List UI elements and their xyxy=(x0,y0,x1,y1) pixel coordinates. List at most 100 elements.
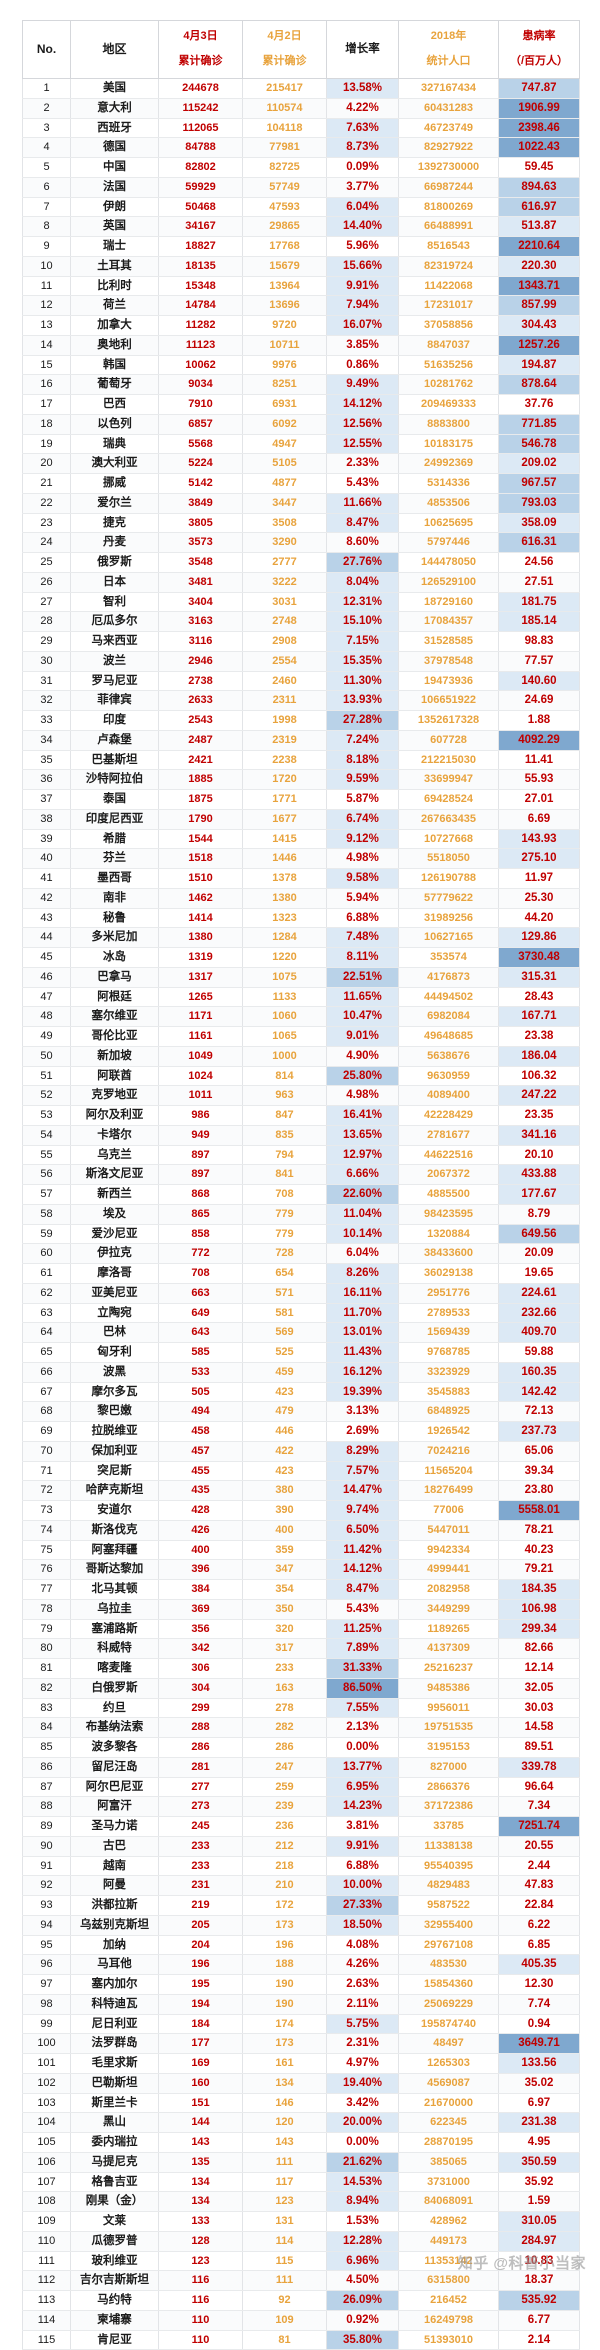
cell-confirmed-apr3: 219 xyxy=(158,1895,243,1916)
cell-confirmed-apr3: 585 xyxy=(158,1342,243,1363)
cell-growth-rate: 13.65% xyxy=(326,1124,399,1146)
cell-no: 76 xyxy=(22,1559,71,1580)
table-row: 46 巴拿马 1317 1075 22.51% 4176873 315.31 xyxy=(22,966,580,988)
table-row: 37 泰国 1875 1771 5.87% 69428524 27.01 xyxy=(22,789,580,810)
cell-population: 2067372 xyxy=(398,1164,499,1185)
table-row: 86 留尼汪岛 281 247 13.77% 827000 339.78 xyxy=(22,1756,580,1778)
cell-population: 6315800 xyxy=(398,2270,499,2291)
table-row: 79 塞浦路斯 356 320 11.25% 1189265 299.34 xyxy=(22,1618,580,1640)
cell-confirmed-apr3: 1790 xyxy=(158,808,243,830)
cell-confirmed-apr3: 115242 xyxy=(158,97,243,119)
table-row: 31 罗马尼亚 2738 2460 11.30% 19473936 140.60 xyxy=(22,670,580,692)
cell-prevalence: 106.32 xyxy=(498,1065,580,1087)
cell-growth-rate: 7.55% xyxy=(326,1697,399,1719)
cell-no: 61 xyxy=(22,1263,71,1284)
cell-confirmed-apr3: 204 xyxy=(158,1934,243,1956)
cell-population: 2789533 xyxy=(398,1302,499,1324)
cell-no: 87 xyxy=(22,1776,71,1798)
cell-growth-rate: 21.62% xyxy=(326,2151,399,2173)
cell-region: 希腊 xyxy=(70,828,159,850)
cell-population: 327167434 xyxy=(398,78,499,99)
cell-confirmed-apr3: 277 xyxy=(158,1776,243,1798)
cell-prevalence: 7251.74 xyxy=(498,1816,580,1837)
cell-region: 日本 xyxy=(70,571,159,593)
cell-growth-rate: 22.60% xyxy=(326,1184,399,1205)
cell-population: 18276499 xyxy=(398,1480,499,1501)
cell-prevalence: 27.51 xyxy=(498,571,580,593)
cell-confirmed-apr2: 81 xyxy=(242,2329,327,2350)
cell-growth-rate: 5.43% xyxy=(326,1598,399,1620)
cell-confirmed-apr3: 18135 xyxy=(158,255,243,277)
cell-region: 委内瑞拉 xyxy=(70,2132,159,2153)
cell-confirmed-apr3: 195 xyxy=(158,1974,243,1995)
table-row: 39 希腊 1544 1415 9.12% 10727668 143.93 xyxy=(22,828,580,850)
column-header-confirmed-apr2: 4月2日 累计确诊 xyxy=(242,20,327,79)
cell-population: 385065 xyxy=(398,2151,499,2173)
cell-population: 37058856 xyxy=(398,315,499,336)
cell-confirmed-apr3: 3163 xyxy=(158,611,243,632)
cell-confirmed-apr3: 369 xyxy=(158,1598,243,1620)
cell-growth-rate: 7.48% xyxy=(326,927,399,948)
cell-confirmed-apr3: 15348 xyxy=(158,275,243,297)
table-row: 96 马耳他 196 188 4.26% 483530 405.35 xyxy=(22,1954,580,1975)
table-row: 22 爱尔兰 3849 3447 11.66% 4853506 793.03 xyxy=(22,492,580,514)
cell-prevalence: 747.87 xyxy=(498,78,580,99)
cell-no: 7 xyxy=(22,196,71,218)
cell-region: 乌克兰 xyxy=(70,1144,159,1166)
cell-confirmed-apr2: 146 xyxy=(242,2092,327,2114)
cell-confirmed-apr3: 435 xyxy=(158,1480,243,1501)
cell-confirmed-apr2: 3222 xyxy=(242,571,327,593)
cell-confirmed-apr2: 1220 xyxy=(242,947,327,968)
cell-population: 3323929 xyxy=(398,1361,499,1383)
table-row: 69 拉脱维亚 458 446 2.69% 1926542 237.73 xyxy=(22,1421,580,1442)
cell-prevalence: 284.97 xyxy=(498,2230,580,2252)
cell-growth-rate: 11.43% xyxy=(326,1342,399,1363)
cell-prevalence: 6.77 xyxy=(498,2309,580,2331)
cell-confirmed-apr2: 77981 xyxy=(242,137,327,158)
cell-confirmed-apr3: 858 xyxy=(158,1223,243,1245)
cell-prevalence: 82.66 xyxy=(498,1638,580,1659)
cell-population: 82927922 xyxy=(398,137,499,158)
cell-region: 法罗群岛 xyxy=(70,2033,159,2054)
cell-region: 西班牙 xyxy=(70,117,159,139)
cell-confirmed-apr2: 571 xyxy=(242,1282,327,1304)
cell-confirmed-apr2: 847 xyxy=(242,1105,327,1126)
cell-growth-rate: 1.53% xyxy=(326,2211,399,2232)
cell-population: 44622516 xyxy=(398,1144,499,1166)
cell-confirmed-apr2: 282 xyxy=(242,1717,327,1738)
cell-growth-rate: 4.22% xyxy=(326,97,399,119)
cell-no: 100 xyxy=(22,2033,71,2054)
cell-prevalence: 181.75 xyxy=(498,591,580,613)
cell-population: 31528585 xyxy=(398,631,499,652)
cell-population: 10727668 xyxy=(398,828,499,850)
cell-no: 15 xyxy=(22,354,71,376)
cell-confirmed-apr2: 354 xyxy=(242,1579,327,1600)
cell-no: 60 xyxy=(22,1243,71,1264)
cell-confirmed-apr3: 868 xyxy=(158,1184,243,1205)
table-row: 17 巴西 7910 6931 14.12% 209469333 37.76 xyxy=(22,394,580,415)
table-row: 62 亚美尼亚 663 571 16.11% 2951776 224.61 xyxy=(22,1282,580,1304)
cell-prevalence: 1906.99 xyxy=(498,97,580,119)
cell-confirmed-apr3: 1024 xyxy=(158,1065,243,1087)
cell-confirmed-apr2: 161 xyxy=(242,2053,327,2074)
cell-population: 11353142 xyxy=(398,2250,499,2272)
cell-prevalence: 167.71 xyxy=(498,1006,580,1027)
cell-growth-rate: 7.24% xyxy=(326,729,399,751)
cell-confirmed-apr3: 233 xyxy=(158,1835,243,1857)
cell-prevalence: 1343.71 xyxy=(498,275,580,297)
cell-confirmed-apr2: 117 xyxy=(242,2171,327,2193)
cell-growth-rate: 9.91% xyxy=(326,275,399,297)
cell-population: 212215030 xyxy=(398,749,499,771)
cell-confirmed-apr3: 3849 xyxy=(158,492,243,514)
cell-confirmed-apr2: 92 xyxy=(242,2290,327,2311)
table-row: 93 洪都拉斯 219 172 27.33% 9587522 22.84 xyxy=(22,1895,580,1916)
cell-confirmed-apr3: 457 xyxy=(158,1440,243,1462)
cell-prevalence: 72.13 xyxy=(498,1401,580,1422)
cell-no: 14 xyxy=(22,334,71,356)
cell-population: 49648685 xyxy=(398,1026,499,1047)
cell-region: 巴西 xyxy=(70,394,159,415)
cell-region: 沙特阿拉伯 xyxy=(70,769,159,790)
cell-confirmed-apr3: 2487 xyxy=(158,729,243,751)
cell-growth-rate: 12.28% xyxy=(326,2230,399,2252)
cell-confirmed-apr3: 2543 xyxy=(158,710,243,731)
